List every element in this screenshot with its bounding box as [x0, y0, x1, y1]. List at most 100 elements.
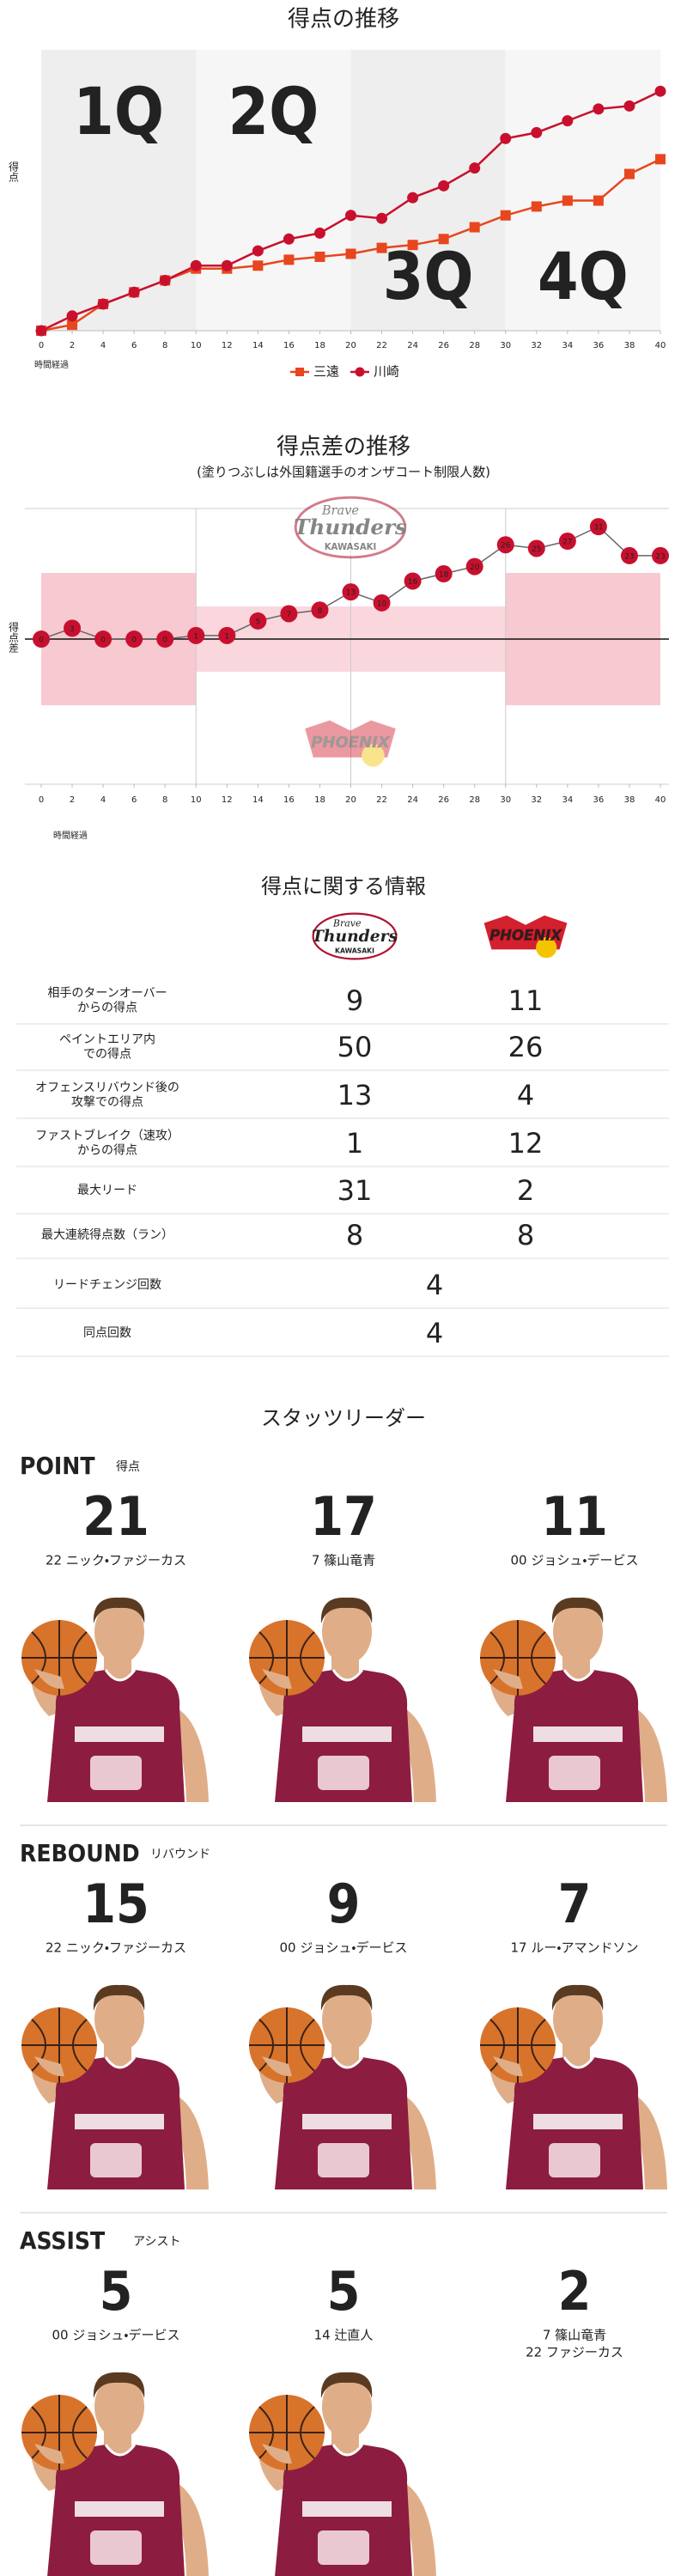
chart-title: 得点差の推移 [277, 435, 410, 460]
leader-name: 7 篠山竜青 [543, 2328, 606, 2343]
point [221, 259, 233, 271]
jersey-number [90, 2143, 142, 2177]
row-value: 2 [517, 1174, 534, 1207]
leader-value: 11 [541, 1485, 608, 1548]
logo-badge [294, 496, 407, 559]
point [593, 195, 604, 206]
leader-value: 7 [558, 1873, 592, 1935]
x-axis-label: 時間経過 [34, 359, 69, 370]
point-label: 25 [532, 545, 541, 554]
player-photo [249, 2372, 436, 2576]
jersey-band [533, 1726, 623, 1742]
x-tick-label: 4 [100, 795, 106, 805]
x-tick-label: 10 [191, 795, 202, 805]
jersey-trim [331, 1669, 364, 1682]
row-value: 8 [346, 1219, 363, 1251]
x-tick-label: 40 [655, 795, 666, 805]
x-tick-label: 34 [562, 341, 573, 350]
head [322, 2375, 372, 2439]
jersey-number [318, 2143, 369, 2177]
point [187, 626, 205, 644]
point-label: 7 [287, 611, 292, 619]
head [553, 1600, 603, 1664]
head [322, 1988, 372, 2051]
row-value: 13 [337, 1079, 373, 1111]
point-label: 10 [377, 600, 387, 608]
hand [262, 1669, 292, 1690]
point-label: 13 [346, 589, 356, 598]
row-value: 31 [337, 1174, 373, 1207]
jersey-band [75, 2114, 164, 2129]
point [527, 539, 545, 557]
point [66, 310, 78, 322]
logo-text: Brave [321, 504, 359, 518]
point-label: 0 [100, 636, 106, 645]
quarter-band [505, 50, 660, 331]
jersey-trim [104, 1669, 137, 1682]
x-tick-label: 28 [469, 341, 480, 350]
x-tick-label: 18 [314, 341, 325, 350]
point [249, 612, 267, 630]
quarter-band [196, 50, 351, 331]
row-value: 4 [426, 1317, 443, 1349]
legend-marker [355, 367, 365, 377]
hair [551, 1597, 604, 1623]
x-tick-label: 6 [131, 795, 137, 805]
category-name: POINT [20, 1452, 95, 1480]
hand [493, 1669, 523, 1690]
point [97, 298, 109, 310]
x-tick-label: 16 [283, 795, 295, 805]
point [376, 212, 388, 224]
x-tick-label: 2 [70, 795, 75, 805]
chart-subtitle: (塗りつぶしは外国籍選手のオンザコート制限人数) [197, 465, 490, 480]
player-photo [249, 1597, 436, 1802]
point [438, 234, 449, 245]
x-tick-label: 36 [593, 795, 605, 805]
player-photo [21, 1984, 209, 2189]
row-label: ファストブレイク（速攻） [35, 1129, 179, 1143]
leader-value: 2 [558, 2260, 592, 2323]
point [465, 557, 483, 575]
row-label: 攻撃での得点 [71, 1095, 143, 1110]
point [407, 192, 419, 204]
x-tick-label: 20 [345, 795, 356, 805]
x-tick-label: 36 [593, 341, 605, 350]
hand [34, 1669, 64, 1690]
logo-text: PHOENIX [489, 928, 562, 944]
chart-title: 得点の推移 [288, 7, 399, 33]
x-axis-label: 時間経過 [53, 830, 88, 841]
point-label: 27 [562, 539, 572, 547]
x-tick-label: 28 [469, 795, 480, 805]
point-label: 26 [501, 542, 511, 551]
point [438, 180, 450, 192]
hair [93, 2372, 145, 2398]
point [67, 320, 78, 331]
point-label: 0 [39, 636, 44, 645]
point [562, 115, 574, 127]
jersey-trim [331, 2056, 364, 2069]
category-name: ASSIST [20, 2226, 106, 2255]
leader-name: 00 ジョシュ・デービス [280, 1940, 408, 1956]
player-photo [21, 2372, 209, 2576]
point [280, 605, 298, 623]
point [435, 565, 453, 583]
jersey-number [318, 1756, 369, 1790]
section-title: スタッツリーダー [261, 1406, 426, 1430]
x-tick-label: 22 [376, 795, 387, 805]
logo-text: PHOENIX [311, 734, 391, 752]
row-value: 4 [517, 1079, 534, 1111]
point-label: 23 [655, 552, 665, 561]
quarter-label: 4Q [538, 238, 629, 314]
head [94, 2375, 144, 2439]
point-label: 3 [70, 625, 75, 634]
point [404, 572, 422, 590]
point [407, 240, 418, 251]
point [64, 619, 82, 637]
hair [320, 2372, 373, 2398]
sanen-logo: PHOENIX [483, 915, 568, 959]
x-tick-label: 14 [252, 795, 264, 805]
hand [34, 2056, 64, 2077]
jersey-band [302, 2114, 392, 2129]
point-label: 18 [439, 571, 449, 580]
